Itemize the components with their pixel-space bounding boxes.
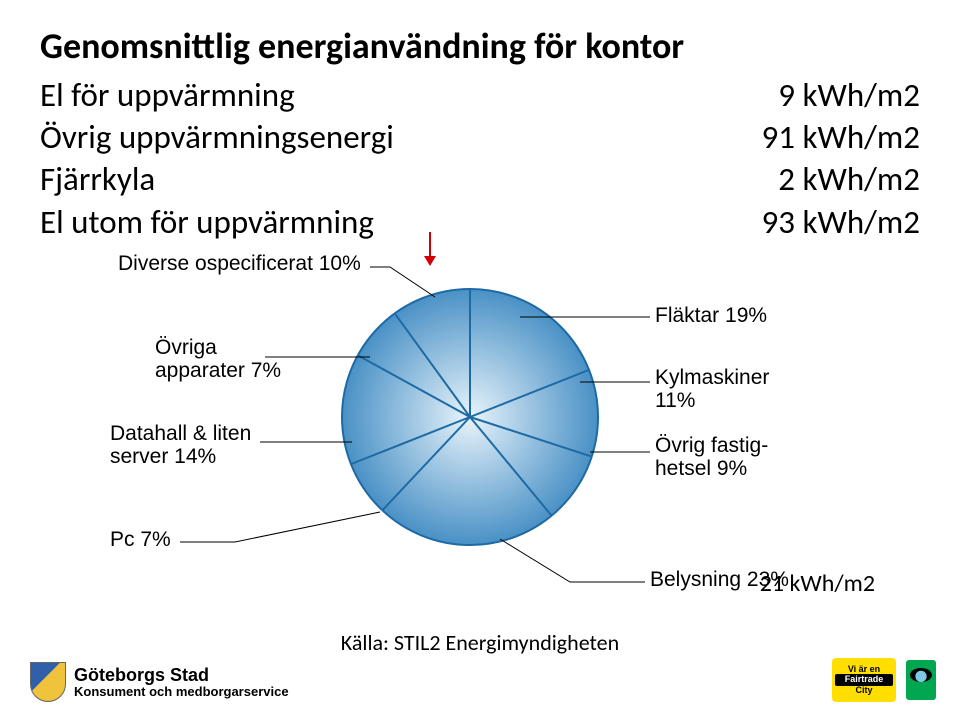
fairtrade-city-logo: Vi är en Fairtrade City [832, 658, 896, 702]
pie-label-ovriga-app: Övrigaapparater 7% [155, 337, 281, 382]
goteborg-name: Göteborgs Stad [74, 666, 289, 685]
goteborg-text: Göteborgs Stad Konsument och medborgarse… [74, 666, 289, 699]
fairtrade-text-bot: City [835, 686, 893, 695]
table-row: El utom för uppvärmning 93 kWh/m2 [40, 201, 920, 243]
pie-label-ovrig-fastighetsel: Övrig fastig-hetsel 9% [655, 435, 768, 480]
table-row: El för uppvärmning 9 kWh/m2 [40, 74, 920, 116]
pie-label-pc: Pc 7% [110, 529, 171, 552]
source-citation: Källa: STIL2 Energimyndigheten [0, 629, 960, 656]
fairtrade-mark-icon [906, 660, 936, 700]
row-label: Övrig uppvärmningsenergi [40, 116, 394, 158]
pie-label-flaktar: Fläktar 19% [655, 305, 767, 328]
slide: Genomsnittlig energianvändning för konto… [0, 0, 960, 714]
fairtrade-text-top: Vi är en [835, 665, 893, 674]
pie-chart-area: Fläktar 19% Kylmaskiner11% Övrig fastig-… [40, 247, 920, 607]
footer: Göteborgs Stad Konsument och medborgarse… [0, 656, 960, 708]
page-title: Genomsnittlig energianvändning för konto… [40, 24, 920, 68]
pie-label-diverse: Diverse ospecificerat 10% [118, 253, 361, 276]
table-row: Övrig uppvärmningsenergi 91 kWh/m2 [40, 116, 920, 158]
row-label: El utom för uppvärmning [40, 201, 374, 243]
pie-label-datahall: Datahall & litenserver 14% [110, 423, 251, 468]
row-value: 91 kWh/m2 [762, 116, 920, 158]
table-row: Fjärrkyla 2 kWh/m2 [40, 158, 920, 200]
row-label: El för uppvärmning [40, 74, 295, 116]
belysning-kwh-note: 21 kWh/m2 [760, 569, 875, 598]
row-value: 2 kWh/m2 [778, 158, 920, 200]
goteborg-dept: Konsument och medborgarservice [74, 685, 289, 699]
goteborg-logo: Göteborgs Stad Konsument och medborgarse… [30, 662, 289, 702]
row-value: 9 kWh/m2 [778, 74, 920, 116]
right-logos: Vi är en Fairtrade City [832, 658, 936, 702]
fairtrade-text-mid: Fairtrade [835, 674, 893, 685]
row-value: 93 kWh/m2 [762, 201, 920, 243]
row-label: Fjärrkyla [40, 158, 155, 200]
pie-label-kylmaskiner: Kylmaskiner11% [655, 367, 769, 412]
goteborg-coat-of-arms-icon [30, 662, 66, 702]
energy-table: El för uppvärmning 9 kWh/m2 Övrig uppvär… [40, 74, 920, 243]
